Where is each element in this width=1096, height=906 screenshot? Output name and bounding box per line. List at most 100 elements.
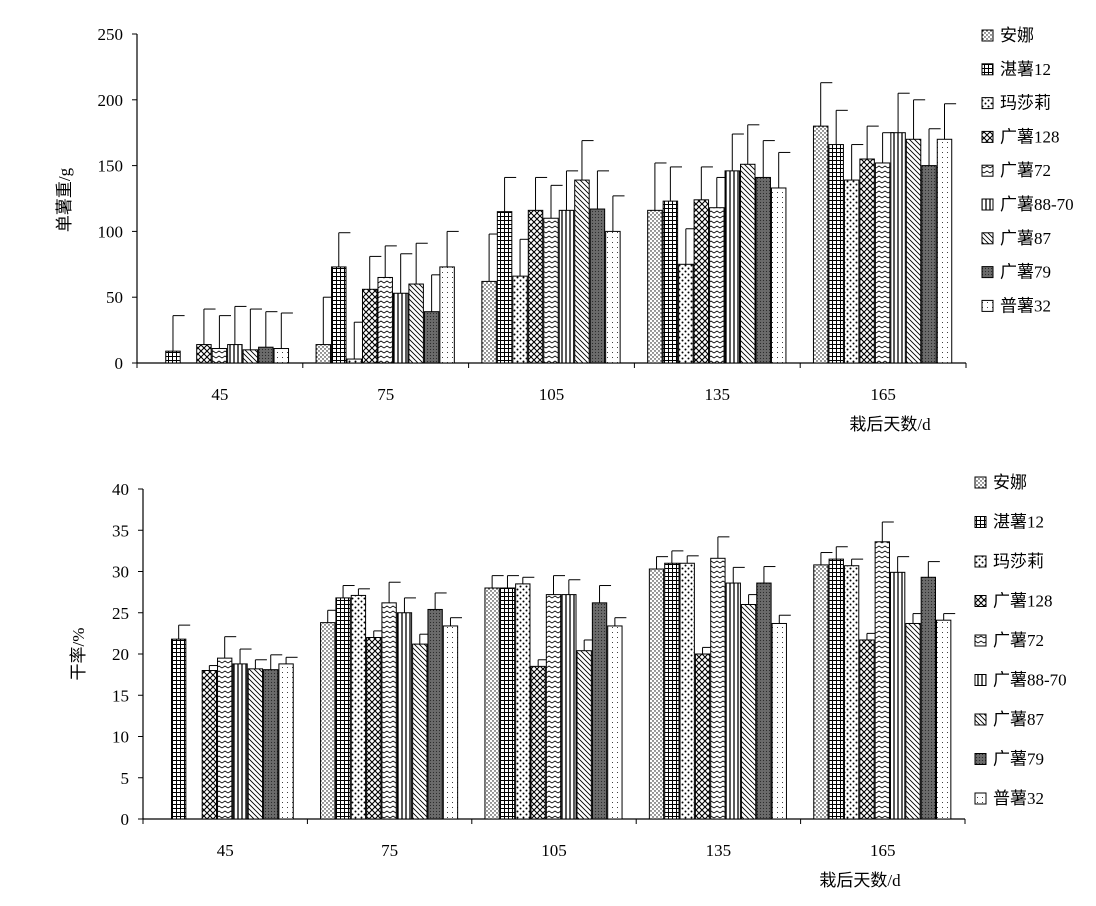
bar xyxy=(331,266,347,364)
legend-swatch xyxy=(981,130,994,143)
bar xyxy=(263,669,279,820)
bar xyxy=(740,604,757,820)
legend-swatch xyxy=(981,63,994,76)
x-axis-label: 栽后天数/d xyxy=(849,415,931,434)
bar xyxy=(693,199,710,364)
y-tick-label: 5 xyxy=(121,769,130,788)
bar xyxy=(170,638,187,820)
legend-swatch xyxy=(981,266,994,279)
bar xyxy=(496,211,513,364)
bar xyxy=(350,594,367,820)
legend-label: 广薯88-70 xyxy=(993,671,1067,690)
bar xyxy=(936,138,953,364)
legend-label: 普薯32 xyxy=(993,789,1044,808)
bar xyxy=(921,165,937,364)
legend-label: 广薯87 xyxy=(1000,229,1051,248)
bar xyxy=(605,230,621,364)
bar xyxy=(920,576,937,820)
y-tick-label: 10 xyxy=(112,728,129,747)
bar xyxy=(335,597,351,820)
legend-swatch xyxy=(981,97,994,110)
bar xyxy=(439,266,455,364)
bar xyxy=(278,663,294,820)
legend-label: 湛薯12 xyxy=(993,513,1044,532)
bar xyxy=(591,602,608,820)
bar xyxy=(545,594,562,820)
bar xyxy=(574,179,590,364)
bar xyxy=(589,208,606,364)
dry-rate-chart: 0 5 10 15 20 25 30 35 40 45 75 105 135 165 栽后天数/d 干率/% 安… xyxy=(69,473,1067,890)
y-tick-label: 40 xyxy=(112,480,129,499)
legend-swatch xyxy=(974,792,987,805)
legend-swatch xyxy=(974,713,987,726)
legend-label: 广薯128 xyxy=(993,592,1053,611)
x-tick-label: 105 xyxy=(539,385,565,404)
legend-swatch xyxy=(981,299,994,312)
bar xyxy=(889,571,906,820)
x-tick-label: 45 xyxy=(211,385,228,404)
bar xyxy=(396,612,413,820)
bar xyxy=(607,625,623,820)
legend-swatch xyxy=(974,516,987,528)
y-tick-label: 25 xyxy=(112,604,129,623)
bar xyxy=(709,207,725,364)
legend-label: 安娜 xyxy=(1000,26,1034,45)
y-tick-label: 30 xyxy=(112,563,129,582)
legend-swatch xyxy=(981,29,994,42)
bar xyxy=(724,170,741,364)
bar xyxy=(756,582,772,820)
bar xyxy=(515,583,531,820)
bar xyxy=(512,275,528,364)
bar xyxy=(423,311,440,364)
y-axis-label: 单薯重/g xyxy=(55,167,74,232)
bar xyxy=(874,162,891,364)
x-axis-label: 栽后天数/d xyxy=(819,871,901,890)
legend-label: 广薯72 xyxy=(993,631,1044,650)
bar xyxy=(905,622,921,820)
x-tick-label: 75 xyxy=(377,385,394,404)
bar xyxy=(273,348,290,364)
bar xyxy=(678,263,694,364)
bar xyxy=(755,176,771,364)
x-tick-label: 135 xyxy=(706,841,732,860)
bar xyxy=(201,670,218,820)
bar xyxy=(561,594,577,820)
bar xyxy=(828,558,844,820)
bar xyxy=(442,625,459,820)
bar xyxy=(710,557,726,820)
bar xyxy=(576,650,592,820)
x-tick-label: 165 xyxy=(870,841,896,860)
bar xyxy=(211,348,228,364)
bar xyxy=(828,144,844,364)
y-tick-label: 200 xyxy=(98,91,124,110)
legend-swatch xyxy=(974,595,987,607)
bar xyxy=(890,132,906,364)
weight-chart: 0 50 100 150 200 250 45 75 105 135 165 栽后天数/d 单薯重/g 安… xyxy=(55,25,1074,434)
bar xyxy=(859,158,875,364)
legend-swatch xyxy=(974,555,987,568)
x-tick-label: 135 xyxy=(705,385,731,404)
bar xyxy=(694,653,711,820)
bar xyxy=(232,663,248,820)
legend-label: 普薯32 xyxy=(1000,296,1051,315)
bar xyxy=(315,344,332,364)
legend-label: 玛莎莉 xyxy=(993,552,1044,571)
y-tick-label: 250 xyxy=(98,25,124,44)
bar xyxy=(664,562,680,820)
legend-swatch xyxy=(981,164,994,177)
legend-swatch xyxy=(981,232,994,245)
bar xyxy=(936,619,952,820)
bar xyxy=(647,209,663,364)
bar xyxy=(481,280,497,364)
bar xyxy=(381,602,397,820)
bar xyxy=(217,657,233,820)
y-tick-label: 50 xyxy=(106,288,123,307)
bar xyxy=(377,276,393,364)
legend-label: 广薯88-70 xyxy=(1000,195,1074,214)
bar xyxy=(227,344,243,364)
x-tick-label: 45 xyxy=(217,841,234,860)
y-tick-label: 0 xyxy=(115,354,124,373)
